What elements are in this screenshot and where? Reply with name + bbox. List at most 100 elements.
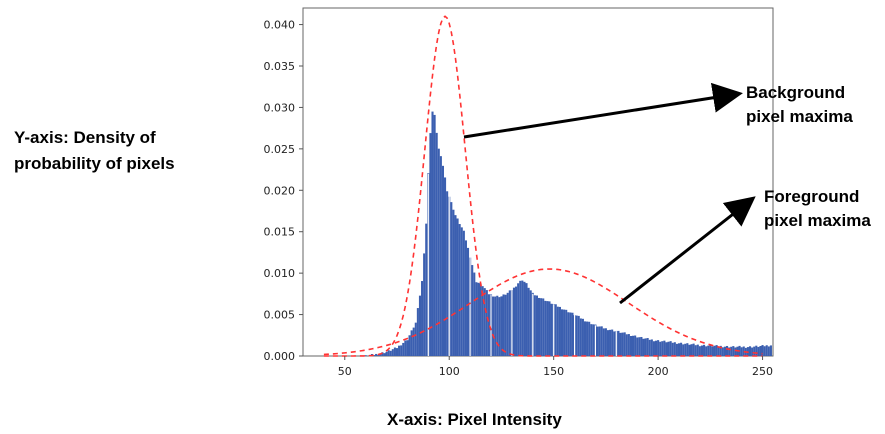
histogram-bar <box>753 346 756 356</box>
histogram-bars <box>364 111 772 356</box>
histogram-bar <box>632 335 635 356</box>
histogram-bar <box>707 345 710 356</box>
histogram-bar <box>629 336 632 356</box>
plot-area: 50 100 150 200 250 0.000 0.005 0.010 0.015 0.020 0… <box>264 7 774 378</box>
y-axis-note-line1: Y-axis: Density of <box>14 128 156 147</box>
histogram-bar <box>673 342 676 356</box>
histogram-bar <box>377 354 380 356</box>
histogram-bar <box>464 240 467 356</box>
histogram-bar <box>385 351 388 356</box>
histogram-bar <box>638 337 641 356</box>
histogram-bar <box>611 329 614 356</box>
histogram-bar <box>690 344 693 356</box>
histogram-bar <box>395 348 399 356</box>
histogram-bar <box>732 346 735 356</box>
y-tick-label: 0.000 <box>264 350 296 363</box>
foreground-gaussian-curve <box>323 268 763 356</box>
histogram-bar <box>458 224 461 356</box>
histogram-bar <box>379 353 382 356</box>
histogram-bar <box>540 298 543 356</box>
histogram-bar <box>700 345 704 356</box>
histogram-bar <box>523 281 526 356</box>
histogram-bar <box>402 342 405 356</box>
histogram-bar <box>627 334 630 356</box>
histogram-bar <box>533 295 536 356</box>
histogram-bar <box>588 321 591 356</box>
histogram-bar <box>460 227 463 356</box>
histogram-bar <box>372 355 376 356</box>
histogram-bar <box>492 296 495 356</box>
histogram-bar <box>705 346 708 356</box>
histogram-bar <box>421 281 424 356</box>
histogram-bar <box>546 301 549 356</box>
histogram-bar <box>496 295 499 356</box>
histogram-bar <box>485 290 488 356</box>
histogram-bar <box>759 346 762 356</box>
histogram-bar <box>682 344 685 356</box>
histogram-bar <box>728 347 731 356</box>
histogram-bar <box>508 290 511 356</box>
histogram-bar <box>596 326 599 356</box>
histogram-bar <box>621 332 624 356</box>
histogram-bar <box>393 347 396 356</box>
histogram-bar <box>625 334 628 356</box>
histogram-bar <box>506 292 509 356</box>
histogram-bar <box>592 324 595 356</box>
histogram-bar <box>406 340 409 356</box>
histogram-bar <box>548 301 551 356</box>
background-label-line2: pixel maxima <box>746 107 853 126</box>
histogram-bar <box>659 341 662 356</box>
histogram-bar <box>569 312 572 356</box>
histogram-bar <box>429 133 432 356</box>
background-arrow <box>463 82 743 139</box>
histogram-bar <box>444 177 447 356</box>
histogram-bar <box>715 345 718 356</box>
foreground-arrow <box>619 196 756 305</box>
background-gaussian-curve <box>323 15 763 357</box>
histogram-bar <box>636 337 639 356</box>
y-tick-label: 0.025 <box>264 143 296 156</box>
histogram-bar <box>671 342 674 356</box>
histogram-bar <box>757 346 760 356</box>
histogram-bar <box>439 156 442 356</box>
histogram-bar <box>721 347 724 356</box>
histogram-bar <box>675 343 678 356</box>
histogram-bar <box>654 340 658 356</box>
histogram-bar <box>473 272 476 356</box>
histogram-bar <box>567 312 570 356</box>
histogram-bar <box>431 111 434 356</box>
histogram-bar <box>590 324 593 356</box>
histogram-bar <box>554 304 557 356</box>
histogram-bar <box>617 330 620 356</box>
histogram-bar <box>475 282 478 356</box>
histogram-bar <box>400 345 403 356</box>
density-curves <box>323 15 763 357</box>
x-tick-label: 50 <box>338 365 352 378</box>
histogram-bar <box>579 318 582 356</box>
histogram-bar <box>494 296 497 356</box>
histogram-bar <box>723 346 726 356</box>
histogram-bar <box>383 353 386 356</box>
histogram-bar <box>398 345 401 356</box>
histogram-bar <box>648 339 651 356</box>
histogram-bar <box>717 346 720 356</box>
histogram-bar <box>748 346 752 356</box>
histogram-bar <box>542 298 545 356</box>
y-tick-label: 0.030 <box>264 101 296 114</box>
histogram-bar <box>680 342 683 356</box>
histogram-bar <box>703 344 706 356</box>
histogram-bar <box>763 346 766 356</box>
histogram-bar <box>761 345 764 356</box>
histogram-bar <box>525 283 528 356</box>
histogram-bar <box>609 329 612 356</box>
histogram-bar <box>583 321 587 356</box>
histogram-bar <box>694 345 697 356</box>
histogram-bar <box>767 346 770 356</box>
histogram-bar <box>456 218 459 356</box>
histogram-bar <box>487 294 490 356</box>
histogram-bar <box>646 338 649 356</box>
y-tick-label: 0.005 <box>264 309 296 322</box>
histogram-bar <box>719 345 722 356</box>
histogram-bar <box>462 230 465 356</box>
